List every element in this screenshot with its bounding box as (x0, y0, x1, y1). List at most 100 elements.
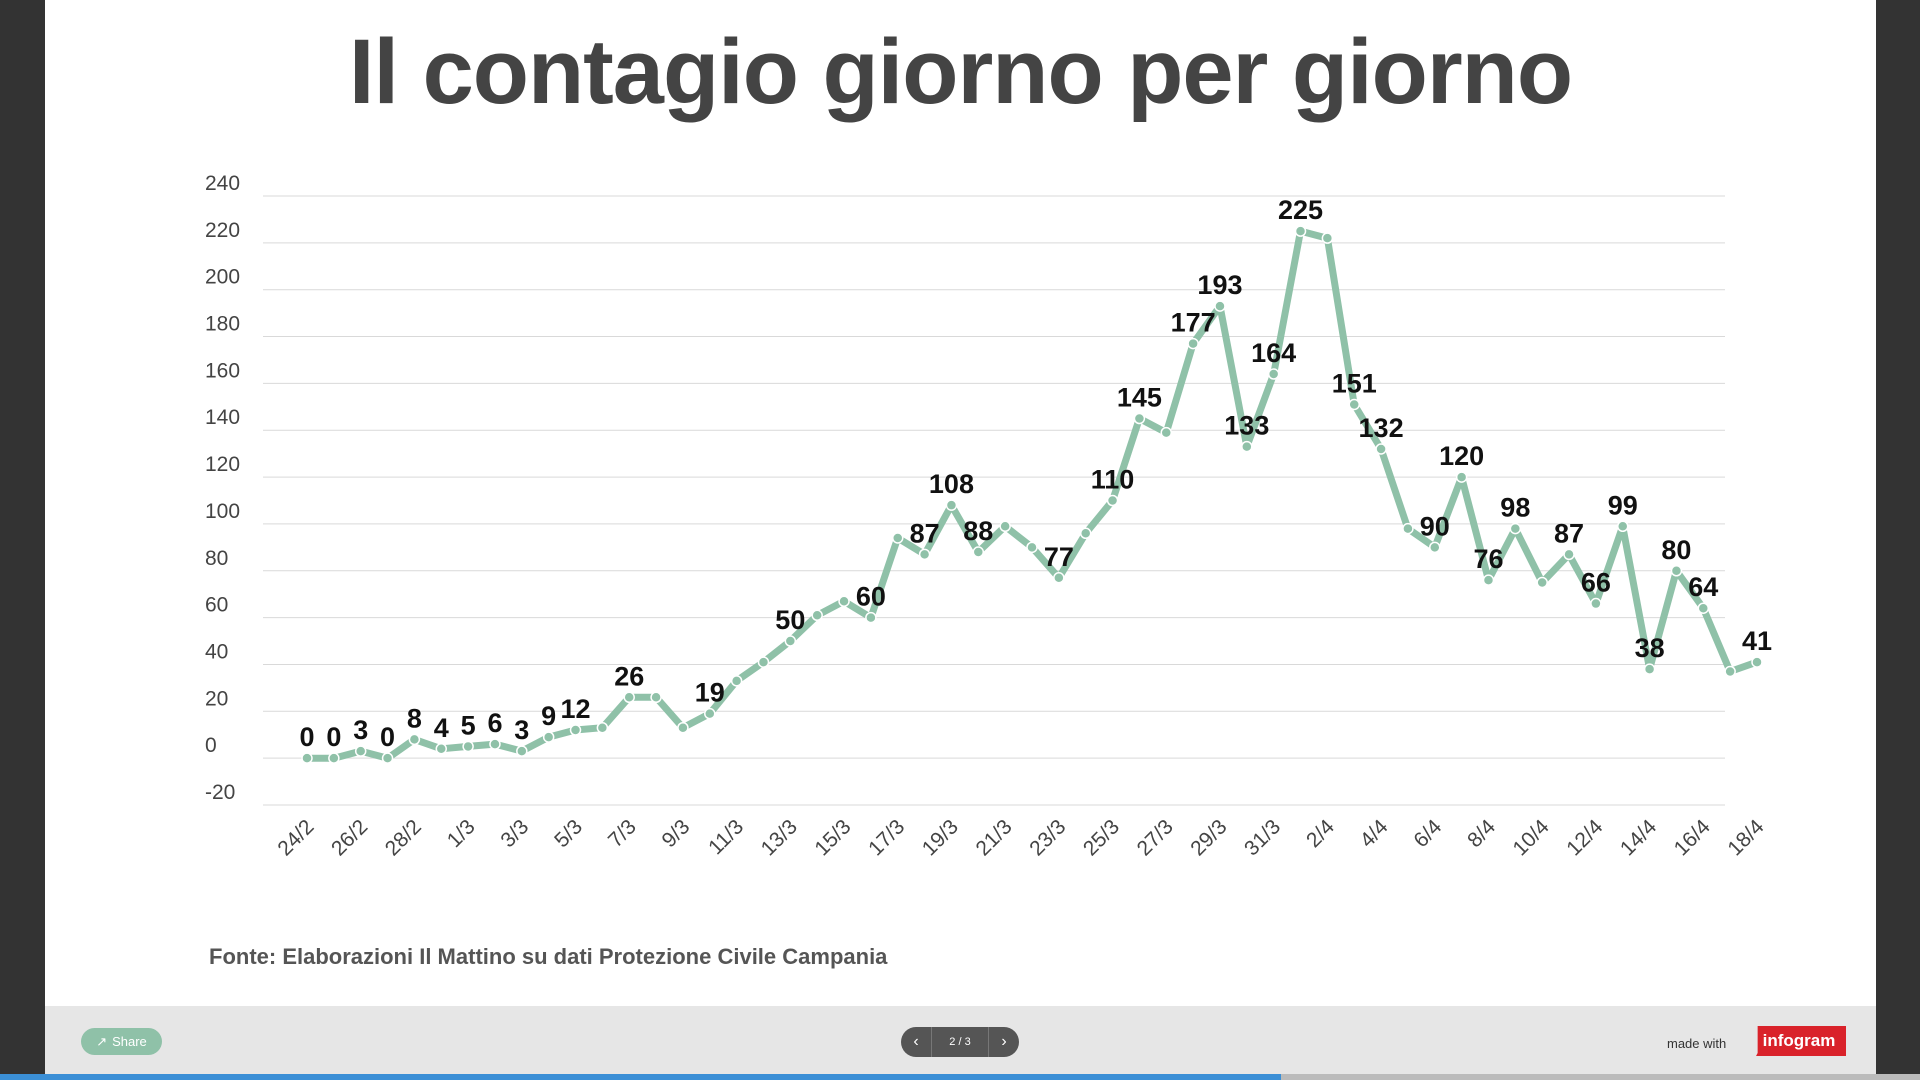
chart-title: Il contagio giorno per giorno (348, 21, 1573, 123)
data-point (1241, 440, 1253, 453)
data-label: 4 (434, 713, 449, 743)
x-tick-label: 14/4 (1616, 815, 1661, 860)
data-point (1509, 522, 1522, 535)
data-point (1643, 663, 1656, 675)
data-label: 80 (1661, 535, 1691, 565)
data-point (381, 752, 394, 764)
x-tick-label: 6/4 (1409, 815, 1446, 852)
y-tick-label: 60 (205, 594, 228, 617)
x-tick-label: 24/2 (273, 815, 318, 860)
data-point (918, 548, 931, 561)
share-button[interactable]: ↗ Share (81, 1028, 162, 1055)
y-tick-label: 200 (205, 266, 240, 289)
x-tick-label: 10/4 (1509, 815, 1554, 860)
y-tick-label: 40 (205, 640, 228, 663)
y-tick-label: 140 (205, 406, 240, 429)
data-label: 90 (1420, 511, 1450, 541)
page-indicator: 2 / 3 (931, 1027, 989, 1057)
data-point (435, 743, 448, 755)
data-point (408, 733, 421, 746)
data-label: 225 (1278, 195, 1323, 225)
x-tick-label: 19/3 (918, 815, 963, 860)
data-point (704, 707, 716, 720)
data-point (569, 724, 582, 736)
data-point (677, 721, 689, 734)
infogram-logo[interactable]: infogram (1752, 1026, 1846, 1056)
slide: Il contagio giorno per giorno -20 0 20 40 60… (45, 0, 1876, 1006)
data-label: 12 (560, 694, 590, 724)
y-tick-label: 20 (205, 687, 228, 710)
data-point (838, 595, 850, 607)
data-label: 0 (299, 722, 314, 752)
data-label: 193 (1197, 270, 1242, 300)
data-point (1214, 300, 1226, 312)
data-label: 26 (614, 661, 644, 691)
data-point (1321, 232, 1334, 244)
data-label: 98 (1500, 493, 1530, 523)
x-tick-label: 5/3 (550, 815, 587, 852)
data-point (1348, 398, 1360, 411)
made-with-text: made with (1667, 1036, 1727, 1051)
x-tick-label: 3/3 (496, 815, 533, 852)
data-point (784, 635, 797, 647)
data-point (757, 656, 770, 668)
data-label: 5 (461, 710, 476, 740)
data-label: 0 (326, 722, 341, 752)
data-point (865, 611, 877, 624)
y-tick-label: 240 (205, 172, 240, 195)
source-note: Fonte: Elaborazioni Il Mattino su dati P… (209, 944, 888, 969)
data-point (1079, 527, 1092, 540)
data-point (1724, 665, 1736, 678)
data-label: 110 (1091, 465, 1135, 495)
data-label: 120 (1439, 441, 1484, 471)
data-point (811, 609, 823, 622)
prev-page-button[interactable]: ‹ (901, 1027, 931, 1057)
data-point (1751, 656, 1763, 668)
x-tick-label: 28/2 (381, 815, 426, 860)
x-tick-label: 16/4 (1670, 815, 1715, 860)
data-point (1697, 602, 1710, 614)
data-label: 8 (407, 703, 422, 733)
x-tick-label: 8/4 (1463, 815, 1500, 852)
data-point (999, 520, 1011, 533)
data-label: 64 (1688, 572, 1718, 602)
data-label: 87 (1554, 518, 1584, 548)
x-tick-label: 23/3 (1025, 815, 1070, 860)
data-label: 151 (1332, 368, 1377, 398)
share-icon: ↗ (96, 1033, 108, 1049)
next-page-button[interactable]: › (989, 1027, 1019, 1057)
data-point (945, 499, 958, 511)
x-tick-label: 18/4 (1723, 815, 1768, 860)
x-tick-label: 15/3 (810, 815, 855, 860)
data-label: 60 (856, 582, 886, 612)
y-tick-label: 180 (205, 313, 240, 336)
data-point (1455, 471, 1468, 483)
data-point (623, 691, 635, 704)
data-label: 177 (1171, 308, 1216, 338)
x-tick-label: 1/3 (443, 815, 480, 852)
data-label: 145 (1117, 383, 1162, 413)
data-point (891, 532, 904, 544)
y-tick-label: 120 (205, 453, 240, 476)
data-label: 99 (1608, 490, 1638, 520)
x-tick-label: 26/2 (327, 815, 372, 860)
data-point (301, 752, 313, 764)
x-tick-label: 29/3 (1186, 815, 1231, 860)
data-point (354, 745, 367, 757)
data-point (1429, 541, 1441, 554)
x-tick-label: 31/3 (1240, 815, 1285, 860)
line-chart: -2002040608010012014016018020022024024/2… (205, 172, 1772, 860)
x-tick-label: 27/3 (1133, 815, 1178, 860)
data-point (596, 721, 609, 734)
x-tick-label: 4/4 (1356, 815, 1393, 852)
share-label: Share (112, 1034, 147, 1049)
data-label: 50 (775, 605, 805, 635)
data-point (730, 675, 743, 687)
data-point (516, 745, 528, 757)
chevron-right-icon: › (1001, 1033, 1007, 1050)
x-tick-label: 13/3 (757, 815, 802, 860)
x-tick-label: 7/3 (604, 815, 641, 852)
series-line (303, 227, 1761, 762)
footer-bar: ↗ Share ‹ 2 / 3 › made with infogram (45, 1006, 1876, 1074)
data-point (462, 740, 474, 753)
